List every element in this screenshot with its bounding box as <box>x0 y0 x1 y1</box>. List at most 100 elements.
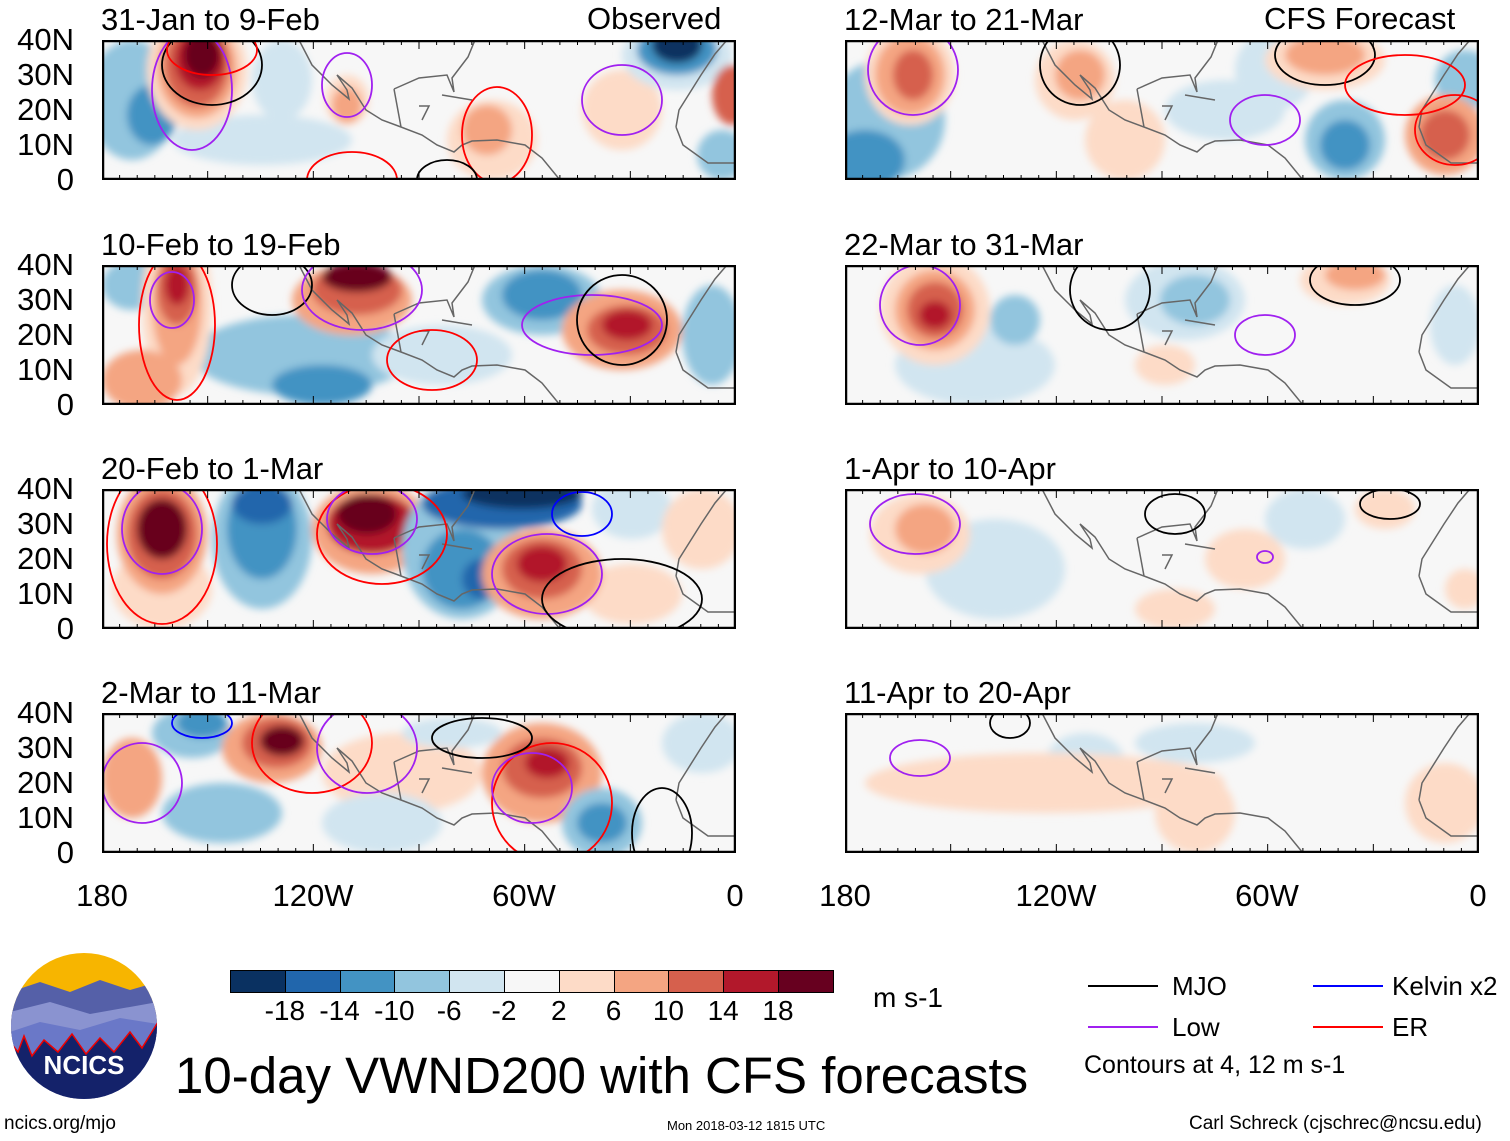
anomaly-region <box>662 713 736 773</box>
filtered-contour <box>1359 489 1421 520</box>
legend-low-line <box>1088 1026 1158 1028</box>
observed-label: Observed <box>587 1 722 36</box>
filtered-contour <box>576 274 668 366</box>
forecast-label: CFS Forecast <box>1264 1 1456 36</box>
panel-title: 12-Mar to 21-Mar <box>844 2 1084 37</box>
coastline <box>298 40 736 180</box>
colorbar-label: -6 <box>436 995 462 1026</box>
y-tick-label: 10N <box>17 576 74 611</box>
anomaly-region <box>462 489 582 509</box>
colorbar-swatch <box>394 970 451 993</box>
colorbar-label: -14 <box>319 995 360 1026</box>
colorbar-swatch <box>723 970 779 993</box>
filtered-contour <box>989 713 1031 739</box>
filtered-contour <box>1309 265 1401 306</box>
filtered-contour <box>889 739 951 777</box>
filtered-contour <box>138 265 216 401</box>
y-tick-label: 30N <box>17 57 74 92</box>
filtered-contour <box>151 40 233 151</box>
colorbar-label: 2 <box>551 995 567 1026</box>
filtered-contour <box>521 294 663 356</box>
logo-text: NCICS <box>44 1050 125 1080</box>
map-panel <box>845 489 1479 629</box>
anomaly-region <box>893 50 933 100</box>
filtered-contour <box>1144 493 1206 535</box>
filtered-contour <box>326 489 418 555</box>
filtered-contour <box>1256 550 1274 564</box>
anomaly-region <box>337 494 397 534</box>
anomaly-region <box>1160 275 1230 325</box>
footer-author: Carl Schreck (cjschrec@ncsu.edu) <box>1189 1113 1482 1134</box>
anomaly-region <box>1430 285 1479 365</box>
anomaly-region <box>1135 723 1255 763</box>
filtered-contour <box>551 491 613 537</box>
colorbar-label: 18 <box>762 995 794 1026</box>
anomaly-region <box>402 718 502 748</box>
anomaly-region <box>1155 773 1235 853</box>
filtered-contour <box>306 151 398 180</box>
filtered-contour <box>879 265 961 346</box>
anomaly-region <box>1085 100 1165 180</box>
anomaly-region <box>372 325 512 385</box>
map-panel <box>102 489 736 629</box>
anomaly-region <box>602 310 652 340</box>
panel-title: 31-Jan to 9-Feb <box>101 2 320 37</box>
anomaly-region <box>165 265 189 305</box>
anomaly-region <box>919 301 951 329</box>
filtered-contour <box>161 40 263 106</box>
legend-low: Low <box>1172 1012 1220 1042</box>
map-panel <box>102 713 736 853</box>
y-tick-label: 0 <box>56 162 74 197</box>
filtered-contour <box>491 742 613 853</box>
filtered-contour <box>1229 94 1301 146</box>
anomaly-region <box>102 350 182 405</box>
anomaly-region <box>1420 110 1470 160</box>
filtered-contour <box>166 40 258 76</box>
anomaly-region <box>260 726 304 756</box>
y-tick-label: 20N <box>17 541 74 576</box>
anomaly-region <box>462 105 512 155</box>
filtered-contour <box>541 558 703 629</box>
ncics-logo: NCICS <box>10 952 158 1100</box>
map-panel <box>102 40 736 180</box>
filtered-contour <box>149 271 195 329</box>
legend-mjo: MJO <box>1172 971 1227 1001</box>
coastline <box>298 489 736 629</box>
filtered-contour <box>106 489 218 625</box>
map-panel <box>845 713 1479 853</box>
legend-kelvin: Kelvin x2 <box>1392 971 1498 1001</box>
y-tick-label: 40N <box>17 22 74 57</box>
filtered-contour <box>1344 54 1466 116</box>
filtered-contour <box>1414 94 1479 166</box>
anomaly-region <box>1320 120 1370 170</box>
anomaly-region <box>502 270 582 320</box>
anomaly-region <box>712 65 736 125</box>
colorbar-swatch <box>778 970 834 993</box>
filtered-contour <box>581 64 663 136</box>
anomaly-region <box>332 87 362 123</box>
legend-mjo-line <box>1088 985 1158 987</box>
y-tick-label: 10N <box>17 800 74 835</box>
filtered-contour <box>1274 40 1376 86</box>
footer-url[interactable]: ncics.org/mjo <box>4 1113 116 1134</box>
anomaly-region <box>137 499 187 559</box>
filtered-contour <box>631 787 693 853</box>
filtered-contour <box>251 713 373 794</box>
y-tick-label: 20N <box>17 92 74 127</box>
anomaly-region <box>845 130 905 180</box>
filtered-contour <box>121 489 203 575</box>
filtered-contour <box>1039 40 1121 106</box>
anomaly-region <box>662 489 736 569</box>
anomaly-region <box>184 40 220 77</box>
map-panel <box>845 265 1479 405</box>
colorbar-swatch <box>613 970 670 993</box>
panel-title: 22-Mar to 31-Mar <box>844 227 1084 262</box>
y-tick-label: 0 <box>56 387 74 422</box>
filtered-contour <box>301 265 423 331</box>
legend-er: ER <box>1392 1012 1429 1042</box>
anomaly-region <box>1265 489 1345 549</box>
coastline <box>1041 265 1479 405</box>
colorbar-label: 14 <box>707 995 739 1026</box>
panel-title: 10-Feb to 19-Feb <box>101 227 341 262</box>
